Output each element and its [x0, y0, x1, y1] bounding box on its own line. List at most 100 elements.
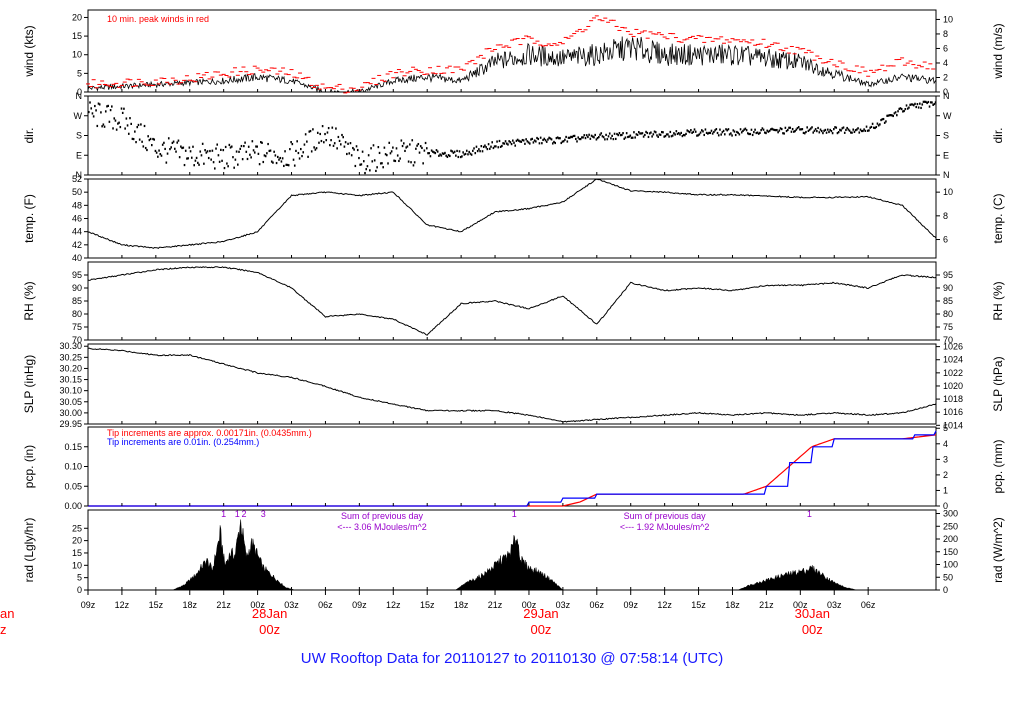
direction-point — [515, 139, 518, 142]
direction-point — [886, 114, 888, 117]
y-tick-label: 30.15 — [59, 375, 82, 385]
y-axis-title-right: temp. (C) — [991, 193, 1005, 243]
direction-point — [418, 151, 421, 154]
direction-point — [541, 142, 543, 145]
panel-temp: 40 42 44 46 48 50 52 6 8 10 temp. (F) temp. (C) — [22, 174, 1005, 263]
direction-point — [859, 128, 862, 131]
direction-point — [698, 133, 701, 136]
direction-point — [113, 117, 116, 120]
y-tick-label: 30.30 — [59, 341, 82, 351]
direction-point — [662, 131, 664, 134]
direction-point — [264, 155, 267, 158]
direction-point — [464, 152, 467, 156]
direction-point — [100, 111, 102, 114]
direction-point — [530, 138, 532, 141]
direction-point — [275, 161, 278, 165]
y-tick-label: 0 — [77, 585, 82, 595]
direction-point — [763, 131, 766, 134]
direction-point — [141, 140, 143, 143]
direction-point — [816, 130, 818, 133]
direction-point — [788, 126, 790, 129]
direction-point — [825, 131, 828, 134]
direction-point — [579, 137, 582, 141]
direction-point — [906, 107, 909, 110]
direction-point — [433, 151, 435, 154]
direction-point — [331, 126, 334, 129]
direction-point — [434, 151, 437, 155]
y-tick-label: 10 — [72, 560, 82, 570]
direction-point — [212, 161, 215, 164]
direction-point — [516, 138, 519, 141]
day-hour-label: 00z — [259, 622, 280, 637]
direction-point — [209, 149, 211, 153]
direction-point — [452, 151, 455, 154]
direction-point — [402, 142, 405, 145]
direction-point — [881, 118, 884, 121]
direction-point — [501, 144, 503, 148]
y-tick-label: 95 — [72, 270, 82, 280]
direction-point — [598, 135, 600, 139]
radiation-sum-note: <--- 3.06 MJoules/m^2 — [337, 522, 427, 532]
direction-point — [636, 133, 639, 137]
direction-point — [216, 143, 219, 146]
y-tick-label: 30.00 — [59, 408, 82, 418]
direction-point — [608, 132, 611, 135]
direction-point — [307, 155, 309, 158]
direction-point — [766, 129, 768, 132]
right-tick-label: 4 — [943, 58, 948, 68]
direction-point — [710, 129, 713, 132]
direction-point — [327, 126, 330, 130]
right-tick-label: 250 — [943, 521, 958, 531]
right-tick-label: 1020 — [943, 381, 963, 391]
direction-point — [536, 136, 538, 140]
direction-point — [419, 145, 422, 148]
direction-point — [690, 129, 692, 132]
direction-point — [106, 105, 108, 108]
direction-point — [862, 129, 864, 133]
direction-point — [837, 131, 840, 134]
direction-point — [417, 142, 420, 146]
direction-point — [627, 135, 629, 139]
direction-point — [166, 152, 169, 155]
direction-point — [226, 162, 228, 165]
direction-point — [400, 139, 403, 142]
radiation-sum-note: Sum of previous day — [624, 511, 707, 521]
direction-point — [95, 109, 97, 112]
direction-point — [325, 139, 328, 142]
direction-point — [159, 153, 162, 156]
direction-point — [753, 131, 755, 134]
direction-point — [848, 129, 851, 132]
y-axis-title-left: dir. — [22, 127, 36, 143]
direction-point — [381, 162, 383, 165]
direction-point — [285, 163, 288, 166]
direction-point — [346, 152, 348, 156]
direction-point — [702, 130, 704, 133]
y-tick-label: 0.15 — [64, 442, 82, 452]
direction-point — [88, 110, 90, 114]
direction-point — [309, 129, 312, 133]
direction-point — [335, 127, 337, 130]
direction-point — [555, 137, 558, 140]
direction-point — [644, 133, 646, 137]
direction-point — [606, 138, 609, 141]
direction-point — [204, 149, 206, 152]
direction-point — [588, 133, 590, 136]
radiation-area — [737, 565, 857, 591]
direction-point — [570, 135, 572, 138]
direction-point — [373, 159, 376, 162]
direction-point — [244, 141, 246, 144]
direction-point — [465, 149, 468, 152]
direction-point — [846, 126, 848, 130]
direction-point — [622, 132, 624, 135]
direction-point — [566, 140, 569, 143]
right-tick-label: 200 — [943, 534, 958, 544]
direction-point — [440, 154, 443, 157]
direction-point — [628, 135, 630, 138]
direction-point — [388, 141, 391, 144]
direction-point — [590, 134, 593, 137]
direction-point — [470, 153, 473, 156]
y-tick-label: 10 — [72, 50, 82, 60]
direction-point — [656, 134, 658, 137]
